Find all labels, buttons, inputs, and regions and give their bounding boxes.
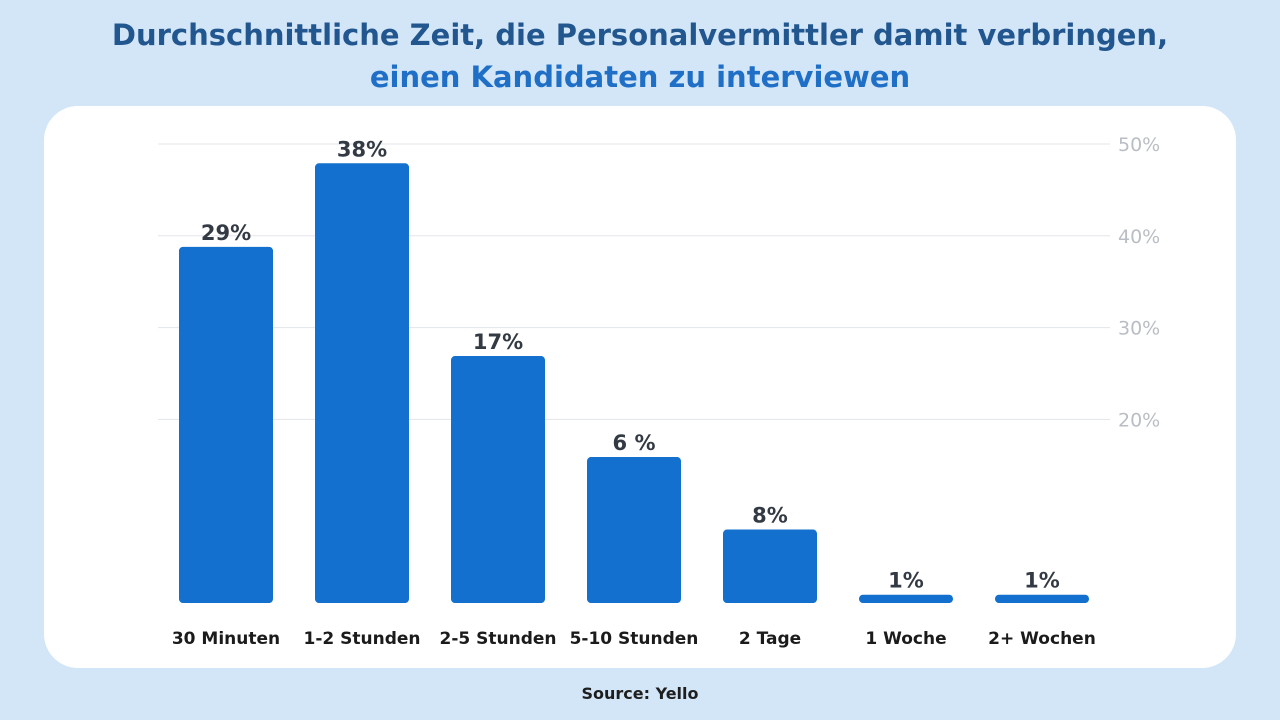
chart-title: Durchschnittliche Zeit, die Personalverm… [0,14,1280,98]
source-label: Source: Yello [581,684,699,703]
x-category-label: 1-2 Stunden [303,629,420,649]
x-category-label: 2+ Wochen [988,629,1096,649]
bar-value-label: 1% [1024,569,1060,593]
y-tick-label: 50% [1118,134,1160,156]
bar [723,529,817,603]
x-category-label: 2-5 Stunden [439,629,556,649]
bar [859,594,953,603]
bar [315,163,409,603]
x-category-label: 5-10 Stunden [570,629,699,649]
bar-value-label: 1% [888,569,924,593]
title-line-2: einen Kandidaten zu interviewen [369,60,911,94]
x-category-label: 30 Minuten [172,629,280,649]
chart-card: 20% 30% 40% 50% 29% 30 Minuten 38% 1-2 Stunden 1… [44,106,1236,668]
y-tick-label: 30% [1118,318,1160,340]
bar [451,356,545,603]
bar [179,246,273,604]
y-tick-label: 20% [1118,409,1160,431]
x-category-label: 1 Woche [865,629,946,649]
bar-value-label: 38% [337,137,387,161]
bar-value-label: 6 % [613,431,656,455]
bar [995,594,1089,603]
bar-value-label: 8% [752,504,788,528]
x-category-label: 2 Tage [739,629,801,649]
y-tick-label: 40% [1118,226,1160,248]
bar-value-label: 17% [473,330,523,354]
title-line-1: Durchschnittliche Zeit, die Personalverm… [111,18,1169,52]
bar-value-label: 29% [201,221,251,245]
bar-chart: 20% 30% 40% 50% 29% 30 Minuten 38% 1-2 Stunden 1… [158,134,1160,649]
bar [587,457,681,603]
